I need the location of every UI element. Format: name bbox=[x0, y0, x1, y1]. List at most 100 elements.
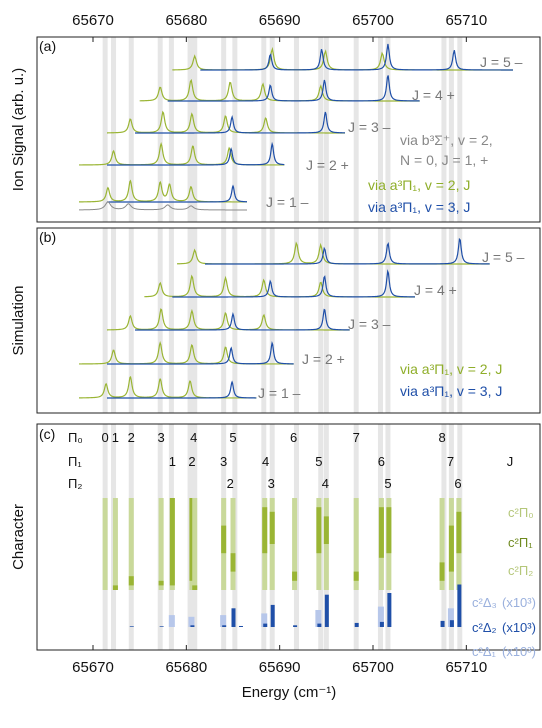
blue-trace bbox=[205, 237, 490, 265]
x-tick-label-top: 65700 bbox=[352, 12, 394, 29]
bar-bg bbox=[439, 498, 445, 590]
row-header: Π₁ bbox=[68, 454, 82, 469]
bar-d2 bbox=[238, 625, 243, 627]
legend-green: via a³Π₁, v = 2, J bbox=[368, 177, 470, 193]
bar-pi1 bbox=[158, 580, 164, 586]
blue-trace bbox=[172, 269, 416, 298]
green-trace bbox=[78, 376, 257, 399]
blue-trace bbox=[107, 341, 294, 365]
y-axis-label: Ion Signal (arb. u.) bbox=[10, 68, 27, 191]
blue-trace bbox=[135, 111, 346, 134]
bar-bg bbox=[102, 498, 108, 590]
guide-band bbox=[111, 228, 117, 413]
guide-band bbox=[102, 37, 108, 222]
gray-trace bbox=[79, 201, 247, 211]
row-label: 4 bbox=[322, 476, 329, 491]
guide-band bbox=[128, 37, 134, 222]
x-tick-label-top: 65690 bbox=[259, 12, 301, 29]
blue-trace bbox=[107, 141, 285, 166]
bar-pi1 bbox=[230, 553, 236, 572]
guide-band bbox=[318, 37, 324, 222]
guide-band bbox=[441, 228, 447, 413]
bar-d1 bbox=[261, 613, 268, 627]
x-tick-label-bottom: 65690 bbox=[259, 659, 301, 676]
guide-band bbox=[261, 228, 267, 413]
y-axis-label: Simulation bbox=[10, 285, 27, 355]
bar-pi1 bbox=[262, 507, 268, 554]
bar-d2 bbox=[379, 621, 384, 627]
legend-gray-line2: N = 0, J = 1, + bbox=[400, 152, 488, 168]
bar-pi1 bbox=[378, 507, 384, 558]
bar-pi1 bbox=[221, 525, 227, 554]
bar-d2 bbox=[222, 625, 227, 627]
bar-d2 bbox=[449, 620, 454, 627]
guide-band bbox=[269, 228, 275, 413]
guide-band bbox=[261, 37, 267, 222]
character-bars bbox=[102, 498, 462, 627]
x-tick-label-top: 65670 bbox=[72, 12, 114, 29]
legend-green: via a³Π₁, v = 2, J bbox=[400, 361, 502, 377]
labels: 6567065670656806568065690656906570065700… bbox=[10, 12, 536, 701]
j-label: J = 1 – bbox=[266, 194, 309, 210]
panel-frame-b bbox=[36, 227, 541, 414]
bar-pi1 bbox=[353, 571, 359, 581]
guide-band bbox=[192, 228, 198, 413]
guide-band bbox=[157, 228, 163, 413]
legend-blue: via a³Π₁, v = 3, J bbox=[400, 383, 502, 399]
bar-bg bbox=[112, 498, 118, 590]
green-character-label: c²Π₀ bbox=[508, 505, 534, 520]
guide-band bbox=[457, 228, 463, 413]
j-label: J = 3 – bbox=[348, 316, 391, 332]
bar-d2 bbox=[324, 594, 329, 627]
guide-bands bbox=[102, 37, 463, 650]
bar-pi1 bbox=[316, 507, 322, 554]
blue-trace bbox=[200, 43, 513, 71]
bar-bg bbox=[230, 498, 236, 590]
j-label: J = 2 + bbox=[302, 351, 345, 367]
panel-label: (b) bbox=[39, 229, 56, 245]
bar-d1 bbox=[220, 615, 227, 627]
green-trace bbox=[107, 308, 350, 331]
row-label: 7 bbox=[447, 454, 454, 469]
bar-d2 bbox=[387, 593, 392, 627]
y-axis-label: Character bbox=[10, 504, 27, 570]
bar-pi1 bbox=[128, 576, 134, 586]
bar-d2 bbox=[354, 622, 359, 627]
row-label: 4 bbox=[190, 430, 197, 445]
green-trace bbox=[144, 274, 415, 298]
j-label: J = 3 – bbox=[348, 119, 391, 135]
row-label: 6 bbox=[290, 430, 297, 445]
bar-d2 bbox=[270, 604, 275, 627]
bar-d2 bbox=[159, 626, 164, 627]
row-label: 3 bbox=[268, 476, 275, 491]
row-label: 6 bbox=[378, 454, 385, 469]
guide-band bbox=[111, 37, 117, 222]
legend-blue: via a³Π₁, v = 3, J bbox=[368, 199, 470, 215]
row-label: 5 bbox=[384, 476, 391, 491]
x-tick-label-bottom: 65670 bbox=[72, 659, 114, 676]
blue-scale-label: (x10³) bbox=[502, 595, 536, 610]
green-character-label: c²Π₂ bbox=[508, 563, 533, 578]
bar-pi1 bbox=[456, 511, 462, 554]
row-label: 3 bbox=[158, 430, 165, 445]
guide-band bbox=[353, 37, 359, 222]
guide-band bbox=[448, 37, 454, 222]
guide-band bbox=[318, 228, 324, 413]
row-label: 3 bbox=[220, 454, 227, 469]
row-label: 5 bbox=[229, 430, 236, 445]
panel-frame-c bbox=[36, 423, 541, 651]
bar-bg bbox=[292, 498, 298, 590]
bar-d2 bbox=[231, 608, 236, 627]
j-header: J bbox=[507, 454, 514, 469]
row-label: 2 bbox=[128, 430, 135, 445]
guide-band bbox=[377, 228, 383, 413]
bar-pi1 bbox=[448, 525, 454, 572]
bar-bg bbox=[128, 498, 134, 590]
x-tick-label-bottom: 65680 bbox=[165, 659, 207, 676]
j-label: J = 4 + bbox=[412, 87, 455, 103]
guide-band bbox=[102, 228, 108, 413]
row-label: 0 bbox=[102, 430, 109, 445]
row-label: 6 bbox=[454, 476, 461, 491]
guide-band bbox=[168, 37, 174, 222]
guide-band bbox=[269, 37, 275, 222]
